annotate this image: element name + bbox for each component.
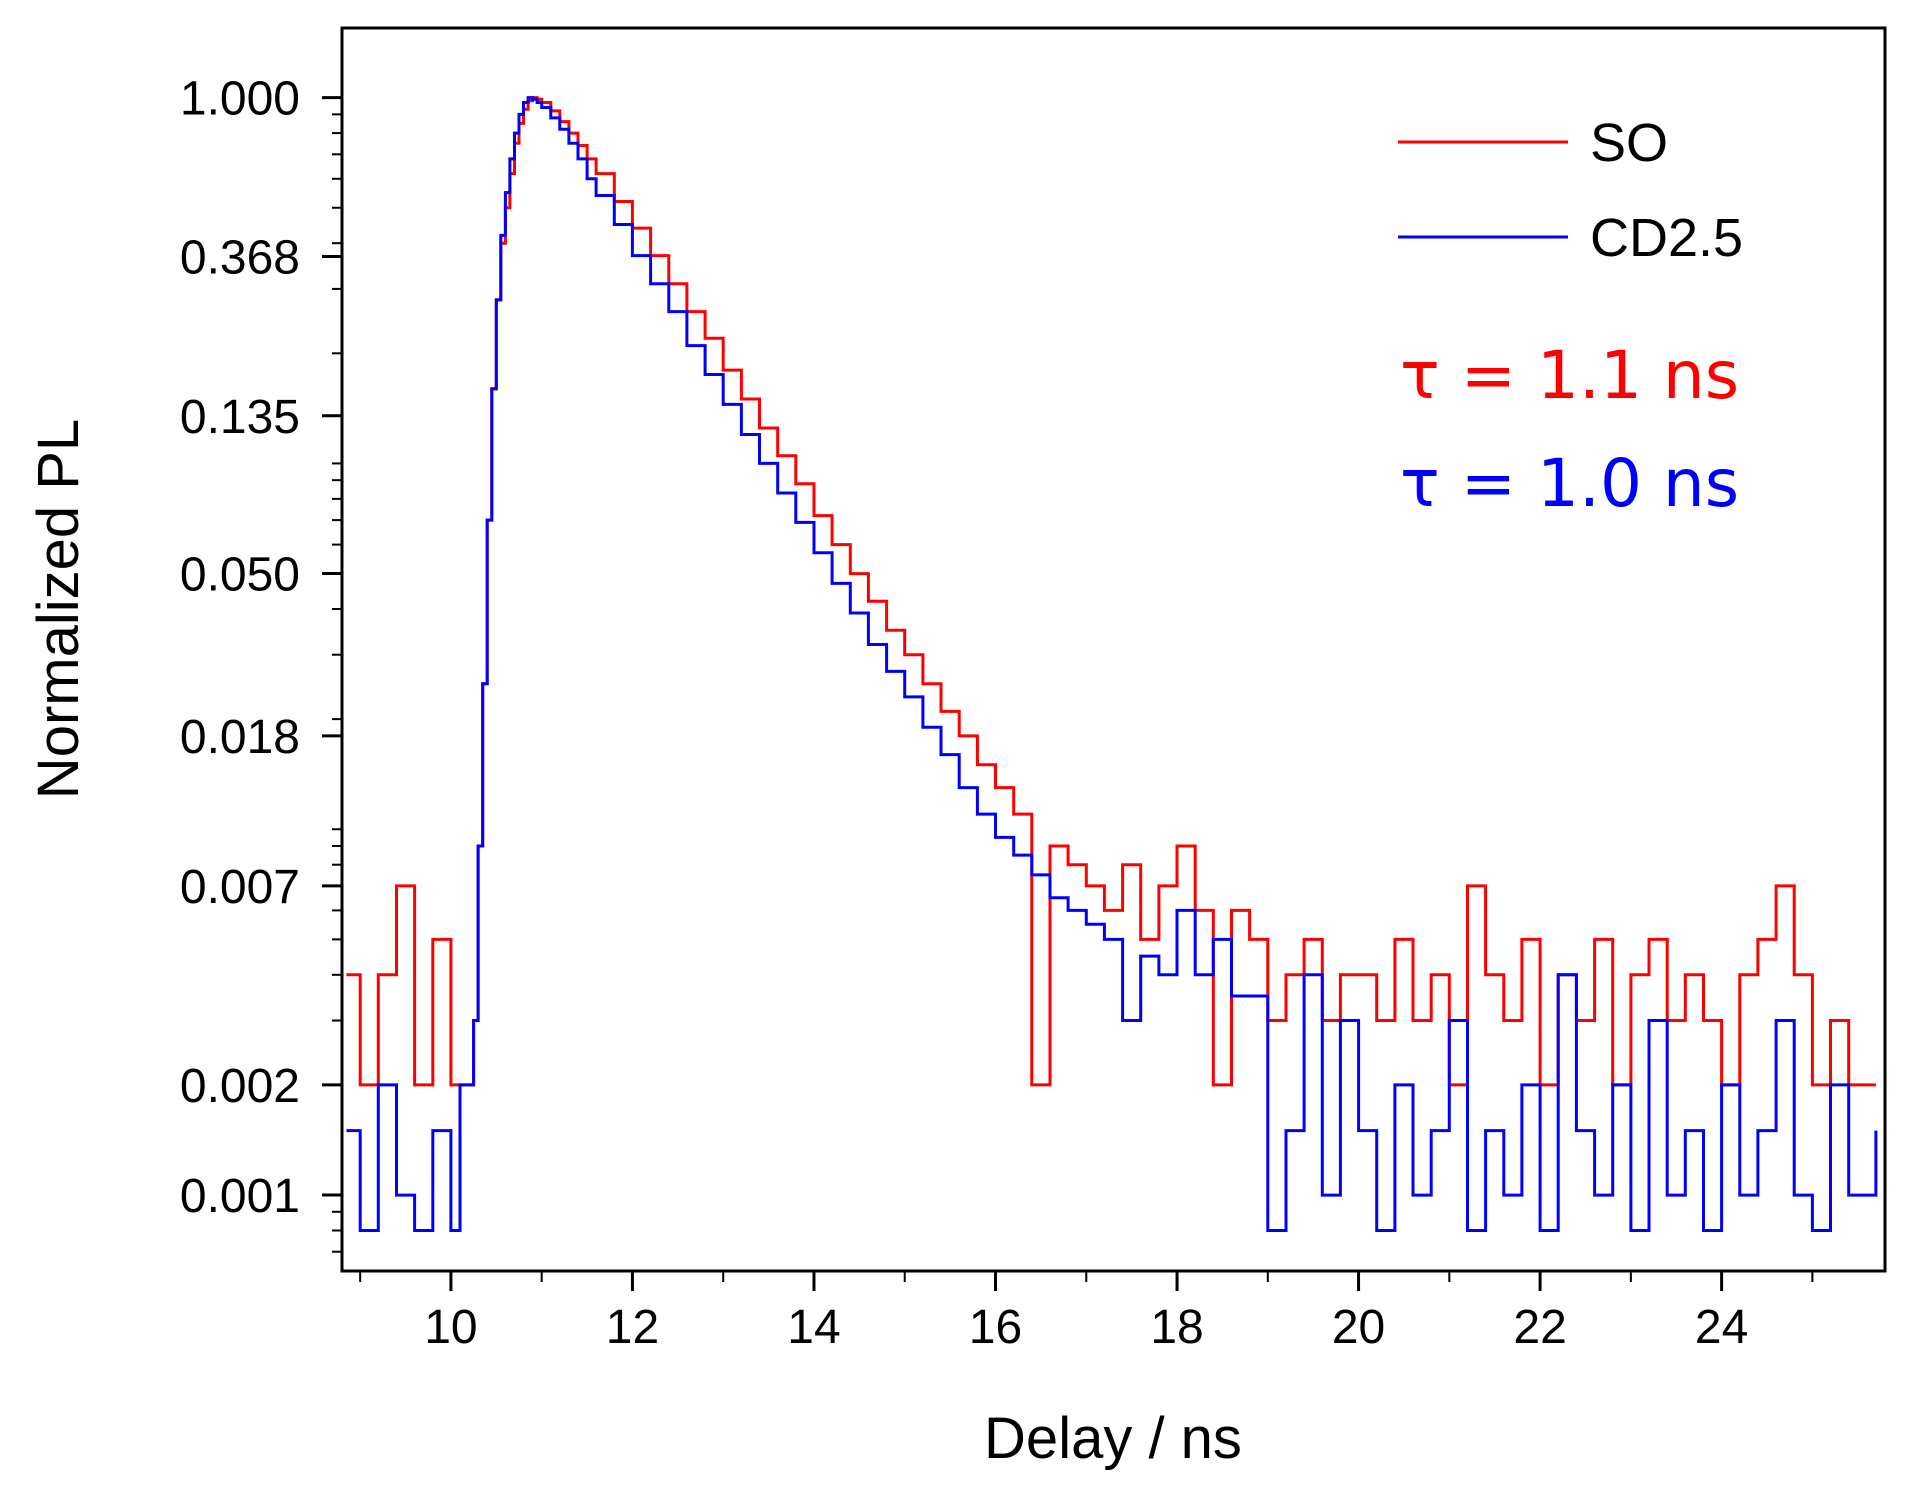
y-tick-label: 0.018: [180, 711, 300, 764]
x-tick-label: 20: [1332, 1301, 1385, 1354]
legend-label-so: SO: [1590, 113, 1668, 173]
y-tick-label: 0.001: [180, 1170, 300, 1223]
x-tick-label: 14: [787, 1301, 840, 1354]
y-tick-label: 0.050: [180, 549, 300, 602]
y-tick-label: 0.135: [180, 391, 300, 444]
y-axis-title: Normalized PL: [26, 419, 91, 799]
x-tick-label: 12: [606, 1301, 659, 1354]
y-tick-label: 0.007: [180, 861, 300, 914]
series-line-cd25: [346, 96, 1878, 1232]
tau-annotation-cd25: τ = 1.0 ns: [1400, 445, 1739, 522]
y-tick-label: 0.368: [180, 231, 300, 284]
y-tick-label: 0.002: [180, 1060, 300, 1113]
x-tick-label: 16: [969, 1301, 1022, 1354]
legend: SO CD2.5: [1390, 92, 1820, 288]
x-tick-label: 10: [424, 1301, 477, 1354]
tau-annotation-so: τ = 1.1 ns: [1400, 337, 1739, 414]
y-tick-label: 1.000: [180, 73, 300, 126]
series-layer: [346, 96, 1878, 1232]
legend-box: [1390, 92, 1820, 288]
x-tick-label: 18: [1150, 1301, 1203, 1354]
legend-label-cd25: CD2.5: [1590, 208, 1743, 268]
x-axis-title: Delay / ns: [984, 1406, 1242, 1471]
axis-layer: 10 12 14 16 18 20 22 24 1.000 0.368 0.135 0.050 0.01…: [180, 73, 1814, 1354]
plot-frame: [340, 26, 1887, 1273]
x-tick-label: 22: [1513, 1301, 1566, 1354]
x-tick-label: 24: [1695, 1301, 1748, 1354]
